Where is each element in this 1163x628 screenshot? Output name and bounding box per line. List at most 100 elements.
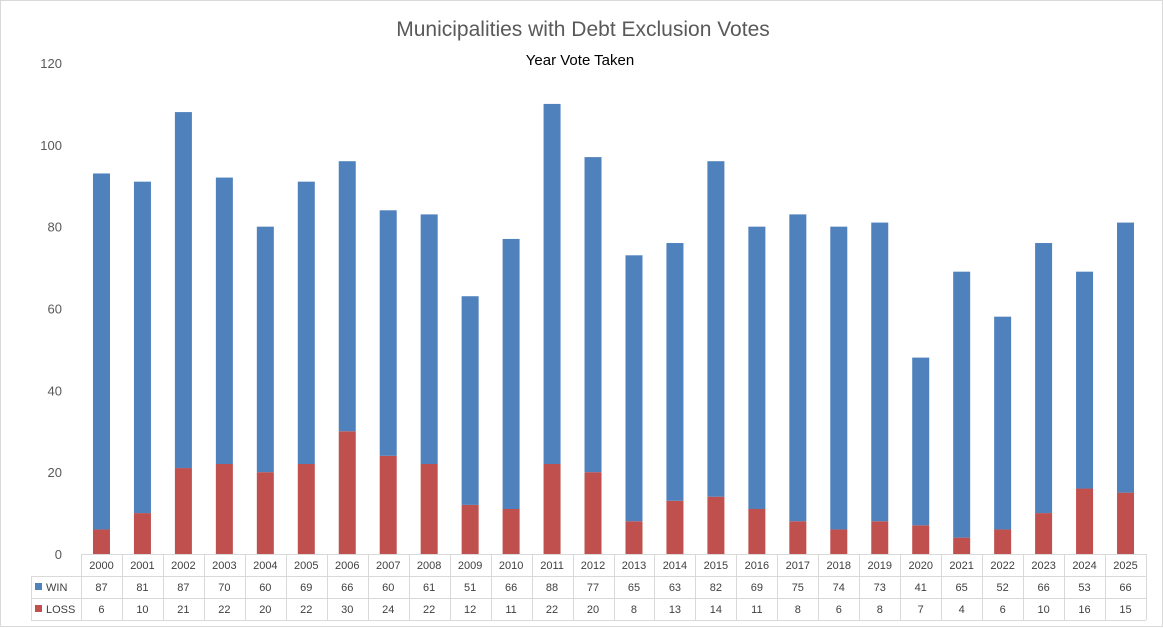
y-tick-label: 100 (40, 138, 62, 153)
bar-loss-2016 (748, 508, 766, 554)
bar-win-2011 (543, 103, 561, 464)
bar-loss-2006 (338, 431, 356, 554)
data-label-win: 66 (1037, 582, 1049, 594)
x-tick-label: 2017 (786, 560, 810, 572)
x-tick-label: 2025 (1113, 560, 1137, 572)
bar-loss-2008 (420, 463, 438, 554)
data-label-loss: 30 (341, 604, 353, 616)
data-label-win: 69 (300, 582, 312, 594)
bar-loss-2000 (92, 529, 110, 554)
x-tick-label: 2018 (827, 560, 851, 572)
data-label-win: 53 (1078, 582, 1090, 594)
bar-win-2010 (502, 238, 520, 509)
bar-win-2000 (92, 173, 110, 530)
bar-win-2005 (297, 181, 315, 464)
bar-loss-2003 (215, 463, 233, 554)
x-tick-label: 2000 (89, 560, 113, 572)
x-tick-label: 2003 (212, 560, 236, 572)
bar-win-2018 (830, 226, 848, 530)
data-label-win: 65 (628, 582, 640, 594)
data-label-win: 66 (505, 582, 517, 594)
legend-key-win (35, 583, 42, 590)
y-tick-label: 60 (48, 302, 62, 317)
data-label-loss: 15 (1119, 604, 1131, 616)
data-label-win: 87 (177, 582, 189, 594)
bar-win-2001 (133, 181, 151, 514)
data-label-loss: 20 (259, 604, 271, 616)
bar-loss-2021 (953, 537, 971, 554)
bar-loss-2019 (871, 521, 889, 554)
bar-win-2015 (707, 161, 725, 497)
data-label-loss: 20 (587, 604, 599, 616)
bar-loss-2012 (584, 472, 602, 554)
data-label-win: 87 (95, 582, 107, 594)
y-axis: 0 20 40 60 80 100 120 (40, 56, 62, 562)
y-tick-label: 80 (48, 220, 62, 235)
data-label-loss: 22 (300, 604, 312, 616)
data-label-win: 88 (546, 582, 558, 594)
bar-loss-2022 (994, 529, 1012, 554)
x-tick-label: 2005 (294, 560, 318, 572)
y-tick-label: 120 (40, 56, 62, 71)
y-tick-label: 20 (48, 465, 62, 480)
bar-win-2016 (748, 226, 766, 509)
bar-win-2019 (871, 222, 889, 522)
bar-win-2017 (789, 214, 807, 522)
x-tick-label: 2012 (581, 560, 605, 572)
bar-loss-2013 (625, 521, 643, 554)
legend-label-win: WIN (46, 582, 67, 594)
x-tick-label: 2013 (622, 560, 646, 572)
x-tick-label: 2007 (376, 560, 400, 572)
data-label-win: 77 (587, 582, 599, 594)
data-table: 2000 2001 2002 2003 2004 2005 2006 2007 2008 2009… (31, 554, 1147, 621)
data-label-win: 60 (382, 582, 394, 594)
bar-loss-2014 (666, 500, 684, 554)
bar-win-2007 (379, 210, 397, 456)
bar-loss-2011 (543, 463, 561, 554)
data-label-win: 63 (669, 582, 681, 594)
legend-label-loss: LOSS (46, 604, 75, 616)
bar-win-2004 (256, 226, 274, 473)
y-tick-label: 0 (55, 547, 62, 562)
data-label-loss: 11 (505, 604, 516, 616)
bar-win-2023 (1035, 243, 1053, 514)
data-label-loss: 21 (177, 604, 189, 616)
bar-loss-2001 (133, 513, 151, 554)
bar-win-2012 (584, 157, 602, 473)
bar-loss-2024 (1076, 488, 1094, 554)
x-tick-label: 2002 (171, 560, 195, 572)
bar-loss-2009 (461, 504, 479, 554)
bar-win-2021 (953, 271, 971, 538)
data-label-loss: 12 (464, 604, 476, 616)
data-label-loss: 24 (382, 604, 394, 616)
data-label-win: 69 (751, 582, 763, 594)
data-label-win: 66 (1119, 582, 1131, 594)
data-label-loss: 22 (423, 604, 435, 616)
x-tick-label: 2023 (1031, 560, 1055, 572)
x-tick-label: 2004 (253, 560, 277, 572)
bar-loss-2005 (297, 463, 315, 554)
bar-win-2009 (461, 296, 479, 505)
data-label-win: 52 (997, 582, 1009, 594)
x-tick-label: 2020 (908, 560, 932, 572)
data-label-loss: 22 (546, 604, 558, 616)
data-label-loss: 13 (669, 604, 681, 616)
bar-loss-2020 (912, 525, 930, 554)
bar-win-2024 (1076, 271, 1094, 489)
data-label-loss: 8 (877, 604, 883, 616)
data-label-loss: 4 (959, 604, 965, 616)
data-label-win: 82 (710, 582, 722, 594)
x-tick-label: 2009 (458, 560, 482, 572)
x-tick-label: 2024 (1072, 560, 1096, 572)
x-tick-label: 2014 (663, 560, 687, 572)
bar-win-2014 (666, 243, 684, 501)
bar-loss-2015 (707, 496, 725, 554)
x-tick-label: 2019 (868, 560, 892, 572)
data-label-win: 65 (956, 582, 968, 594)
data-label-win: 60 (259, 582, 271, 594)
x-tick-label: 2001 (130, 560, 154, 572)
data-label-loss: 11 (751, 604, 762, 616)
x-tick-label: 2011 (540, 560, 564, 572)
bar-win-2020 (912, 357, 930, 526)
